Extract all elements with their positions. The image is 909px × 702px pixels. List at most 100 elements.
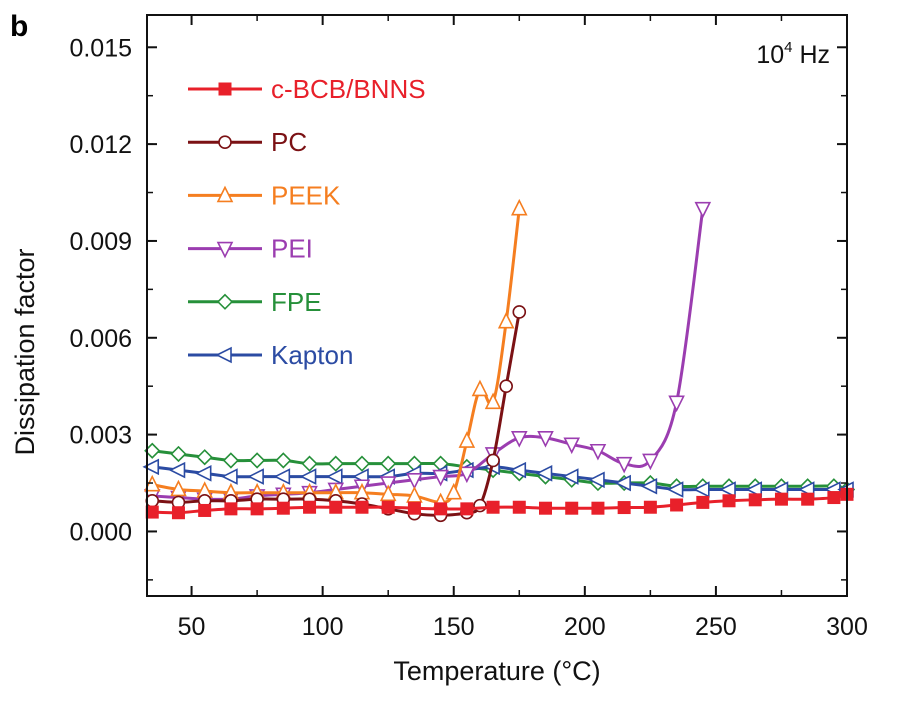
- y-tick-label: 0.009: [69, 228, 132, 256]
- series-line-c-bcb-bnns: [152, 492, 848, 515]
- data-point-pei: [563, 437, 581, 455]
- data-point-kapton: [614, 474, 631, 492]
- data-point-pei: [668, 395, 685, 413]
- data-point-pc: [512, 305, 527, 319]
- y-tick-label: 0.000: [69, 518, 132, 546]
- data-point-pei: [615, 456, 633, 474]
- plot-frame: [146, 14, 848, 597]
- x-tick-label: 300: [826, 613, 868, 641]
- series-line-fpe: [152, 449, 848, 491]
- data-point-pei: [694, 201, 712, 219]
- legend-item-peek: PEEK: [188, 180, 341, 210]
- x-tick-label: 200: [564, 613, 606, 641]
- legend-label: PC: [271, 127, 307, 157]
- data-point-kapton: [299, 468, 317, 485]
- data-point-c-bcb-bnns: [486, 500, 500, 514]
- data-point-peek: [471, 379, 489, 397]
- data-point-kapton: [745, 481, 763, 498]
- data-point-peek: [458, 431, 476, 448]
- data-point-kapton: [194, 465, 212, 482]
- legend: c-BCB/BNNS PC PEEK PEI FPE Kapton: [188, 74, 426, 370]
- data-point-c-bcb-bnns: [303, 500, 317, 514]
- data-point-kapton: [509, 461, 527, 479]
- data-point-c-bcb-bnns: [329, 500, 343, 514]
- y-axis: 0.000 0.003 0.006 0.009 0.012 0.015: [69, 34, 847, 581]
- legend-item-c-bcb-bnns: c-BCB/BNNS: [188, 74, 426, 104]
- data-point-pc: [499, 379, 513, 393]
- x-axis: 50 100 150 200 250 300: [178, 15, 868, 641]
- data-point-c-bcb-bnns: [696, 495, 710, 509]
- data-point-kapton: [535, 465, 553, 482]
- data-point-peek: [379, 484, 397, 502]
- frequency-exponent: 4: [784, 39, 792, 56]
- data-point-pei: [432, 469, 449, 487]
- x-tick-label: 250: [695, 613, 737, 641]
- data-point-c-bcb-bnns: [512, 500, 526, 514]
- data-point-c-bcb-bnns: [276, 501, 290, 515]
- data-point-c-bcb-bnns: [198, 503, 212, 517]
- data-point-peek: [445, 482, 463, 500]
- legend-marker-peek: [216, 185, 234, 203]
- data-point-kapton: [640, 477, 658, 495]
- legend-marker-fpe: [216, 293, 234, 310]
- data-point-c-bcb-bnns: [539, 501, 553, 515]
- data-point-fpe: [275, 452, 292, 469]
- data-point-c-bcb-bnns: [171, 506, 185, 520]
- data-point-fpe: [353, 455, 371, 472]
- data-point-fpe: [327, 455, 344, 472]
- data-point-c-bcb-bnns: [801, 492, 815, 506]
- legend-item-pc: PC: [188, 127, 307, 157]
- legend-marker-pc: [218, 135, 232, 149]
- frequency-annotation: 104 Hz: [756, 39, 830, 69]
- panel-label: b: [10, 10, 28, 43]
- data-point-c-bcb-bnns: [250, 502, 264, 516]
- y-tick-label: 0.015: [69, 34, 132, 62]
- x-tick-label: 100: [302, 613, 344, 641]
- data-point-c-bcb-bnns: [774, 492, 788, 506]
- data-point-kapton: [588, 471, 605, 489]
- data-point-kapton: [247, 468, 264, 485]
- y-tick-label: 0.006: [69, 325, 132, 353]
- data-point-kapton: [561, 468, 579, 485]
- data-point-c-bcb-bnns: [827, 491, 841, 505]
- data-point-c-bcb-bnns: [381, 500, 395, 514]
- data-point-c-bcb-bnns: [434, 502, 448, 516]
- data-point-pc: [145, 493, 160, 508]
- data-point-kapton: [666, 481, 684, 498]
- data-point-kapton: [273, 468, 291, 485]
- x-axis-title: Temperature (°C): [393, 656, 600, 686]
- data-point-c-bcb-bnns: [407, 501, 421, 515]
- legend-item-pei: PEI: [188, 234, 313, 264]
- data-point-pei: [537, 431, 554, 448]
- legend-label: Kapton: [271, 340, 353, 370]
- series-line-kapton: [152, 465, 847, 492]
- series-c-bcb-bnns: [145, 487, 854, 520]
- data-point-kapton: [693, 481, 710, 498]
- data-point-pei: [589, 443, 607, 461]
- data-point-kapton: [168, 461, 186, 479]
- data-point-fpe: [170, 445, 187, 463]
- data-point-c-bcb-bnns: [565, 501, 579, 515]
- data-point-peek: [170, 479, 187, 497]
- data-point-pei: [379, 476, 397, 493]
- data-point-c-bcb-bnns: [617, 501, 631, 515]
- legend-label: FPE: [271, 287, 322, 317]
- data-point-c-bcb-bnns: [145, 505, 159, 519]
- data-point-kapton: [719, 481, 736, 498]
- y-axis-title: Dissipation factor: [10, 248, 40, 455]
- legend-label: PEI: [271, 234, 313, 264]
- data-point-peek: [510, 198, 528, 216]
- data-point-fpe: [301, 455, 318, 472]
- data-point-pei: [458, 466, 476, 484]
- frequency-base: 10: [756, 41, 784, 69]
- data-point-kapton: [142, 458, 160, 476]
- legend-item-fpe: FPE: [188, 287, 322, 317]
- legend-marker-kapton: [215, 346, 232, 364]
- frequency-unit: Hz: [793, 41, 831, 69]
- plot-area: [142, 198, 856, 523]
- x-tick-label: 150: [433, 613, 475, 641]
- legend-marker-pei: [216, 241, 234, 259]
- data-point-fpe: [222, 452, 240, 469]
- data-point-fpe: [196, 449, 213, 466]
